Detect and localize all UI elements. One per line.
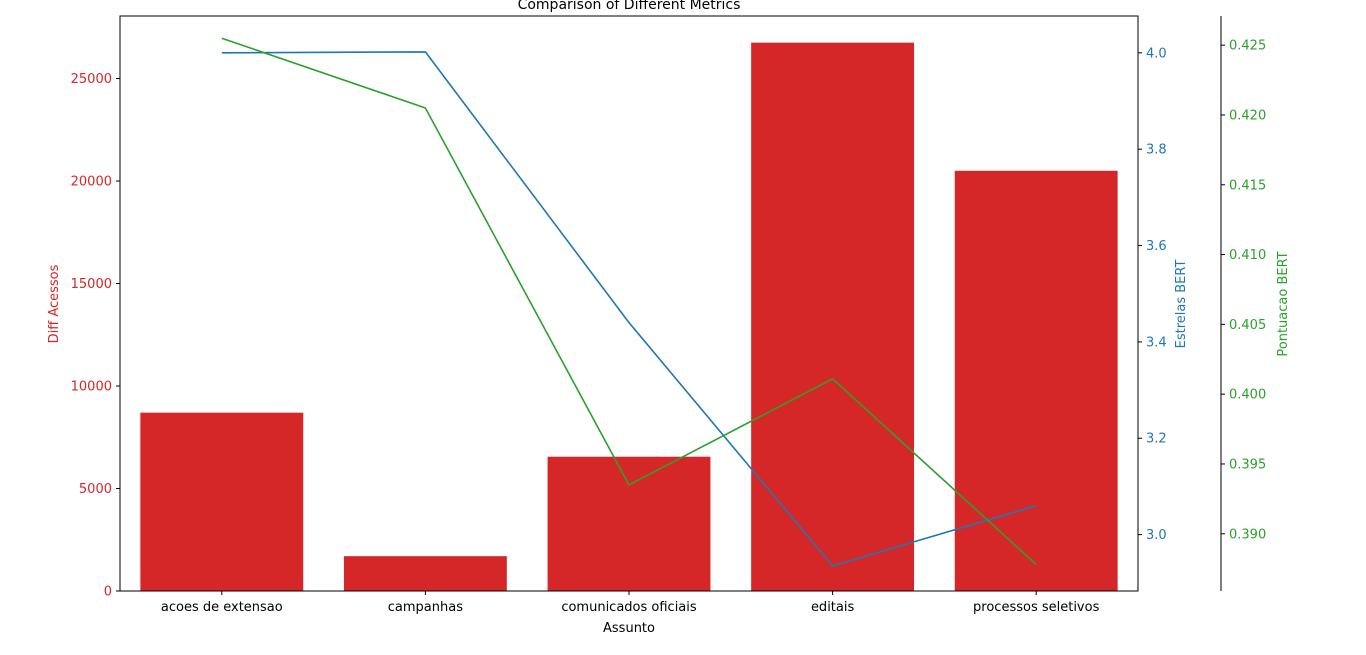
lines-layer: [221, 37, 1037, 567]
right-tick-label-1: 3.0: [1146, 528, 1167, 543]
right2-tick-label-8: 0.425: [1229, 39, 1266, 54]
right2-tick-label-6: 0.415: [1229, 178, 1266, 193]
right2-tick-label-5: 0.410: [1229, 248, 1266, 263]
left-tick-label-5: 20000: [71, 175, 112, 190]
bar-4: [751, 42, 915, 591]
x-tick-label-5: processos seletivos: [973, 600, 1100, 615]
right2-tick-label-2: 0.395: [1229, 457, 1266, 472]
bar-5: [954, 170, 1118, 592]
right2-tick-label-4: 0.405: [1229, 318, 1266, 333]
left-tick-label-1: 0: [104, 585, 112, 600]
right-tick-label-2: 3.2: [1146, 432, 1167, 447]
x-tick-label-4: editais: [811, 600, 855, 615]
right-tick-label-6: 4.0: [1146, 46, 1167, 61]
right2-axis: 0.390 0.395 0.400 0.405 0.410 0.415 0.420 0.425: [1221, 39, 1266, 542]
bar-1: [140, 412, 304, 591]
right2-tick-label-7: 0.420: [1229, 108, 1266, 123]
bar-2: [343, 556, 507, 591]
x-axis-label: Assunto: [603, 621, 655, 636]
chart-title: Comparison of Different Metrics: [518, 0, 741, 13]
x-axis: acoes de extensao campanhas comunicados of…: [161, 591, 1100, 615]
right-axis-label: Estrelas BERT: [1174, 260, 1189, 349]
x-tick-label-2: campanhas: [388, 600, 463, 615]
right2-axis-label: Pontuacao BERT: [1276, 251, 1291, 356]
left-tick-label-2: 5000: [79, 482, 112, 497]
right-tick-label-3: 3.4: [1146, 335, 1167, 350]
right-tick-label-4: 3.6: [1146, 239, 1167, 254]
x-tick-label-1: acoes de extensao: [161, 600, 283, 615]
left-tick-label-4: 15000: [71, 277, 112, 292]
left-axis: 0 5000 10000 15000 20000 25000: [71, 72, 120, 600]
x-tick-label-3: comunicados oficiais: [561, 600, 697, 615]
right2-tick-label-1: 0.390: [1229, 527, 1266, 542]
right-axis: 3.0 3.2 3.4 3.6 3.8 4.0: [1138, 46, 1167, 543]
bars-layer: [140, 42, 1118, 592]
left-tick-label-6: 25000: [71, 72, 112, 87]
bar-3: [547, 456, 711, 591]
right2-tick-label-3: 0.400: [1229, 388, 1266, 403]
right-tick-label-5: 3.8: [1146, 143, 1167, 158]
left-axis-label: Diff Acessos: [47, 264, 62, 343]
left-tick-label-3: 10000: [71, 380, 112, 395]
